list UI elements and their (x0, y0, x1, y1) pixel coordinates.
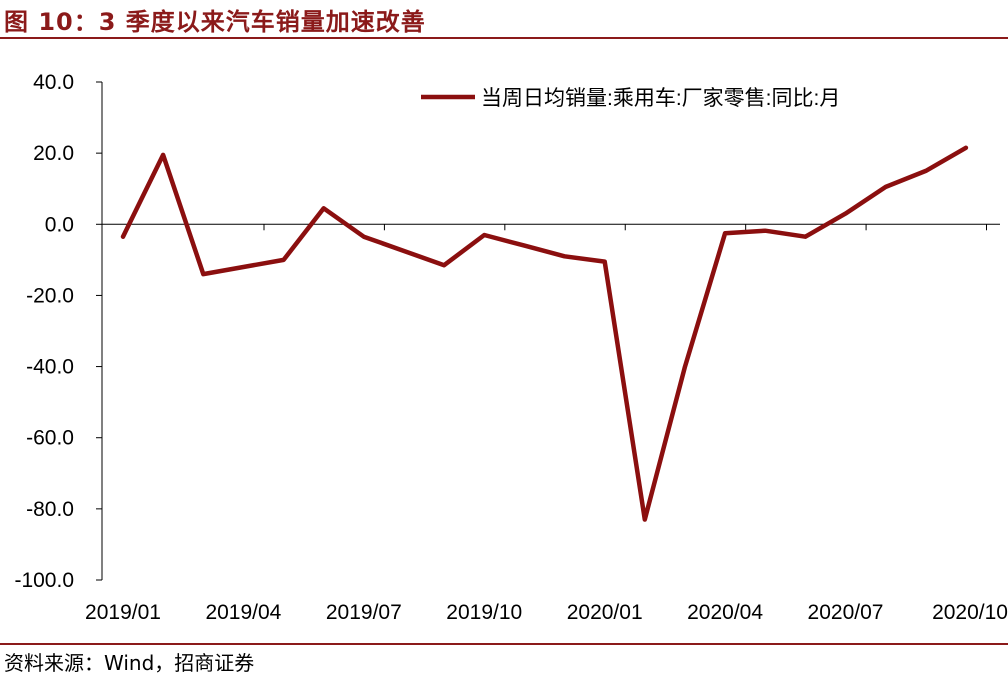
chart-legend: 当周日均销量:乘用车:厂家零售:同比:月 (421, 87, 840, 110)
y-tick-label: 20.0 (33, 142, 74, 165)
x-tick-label: 2019/01 (85, 601, 161, 624)
source-note: 资料来源：Wind，招商证券 (4, 651, 255, 675)
y-tick-label: -40.0 (26, 356, 74, 379)
y-tick-label: 0.0 (45, 213, 74, 236)
x-tick-label: 2019/04 (205, 601, 281, 624)
x-tick-label: 2019/07 (326, 601, 402, 624)
figure-title: 图 10：3 季度以来汽车销量加速改善 (4, 8, 426, 36)
series-layer (120, 145, 969, 522)
legend-label: 当周日均销量:乘用车:厂家零售:同比:月 (481, 87, 840, 110)
line-chart: -100.0 -80.0 -60.0 -40.0 -20.0 0.0 20.0 40.0 201… (14, 71, 1008, 624)
x-tick-label: 2020/01 (567, 601, 643, 624)
chart-axes (101, 82, 1000, 580)
y-tick-label: -20.0 (26, 284, 74, 307)
x-tick-label: 2020/10 (932, 601, 1008, 624)
x-tick-label: 2020/04 (687, 601, 763, 624)
axis-ticks: -100.0 -80.0 -60.0 -40.0 -20.0 0.0 20.0 40.0 201… (14, 71, 1008, 624)
y-tick-label: -60.0 (26, 427, 74, 450)
title-rule (0, 37, 1008, 39)
y-tick-label: 40.0 (33, 71, 74, 94)
y-tick-label: -80.0 (26, 498, 74, 521)
x-tick-label: 2020/07 (808, 601, 884, 624)
footer-rule (0, 643, 1008, 645)
x-tick-label: 2019/10 (446, 601, 522, 624)
series-line (120, 145, 969, 522)
y-tick-label: -100.0 (14, 569, 74, 592)
